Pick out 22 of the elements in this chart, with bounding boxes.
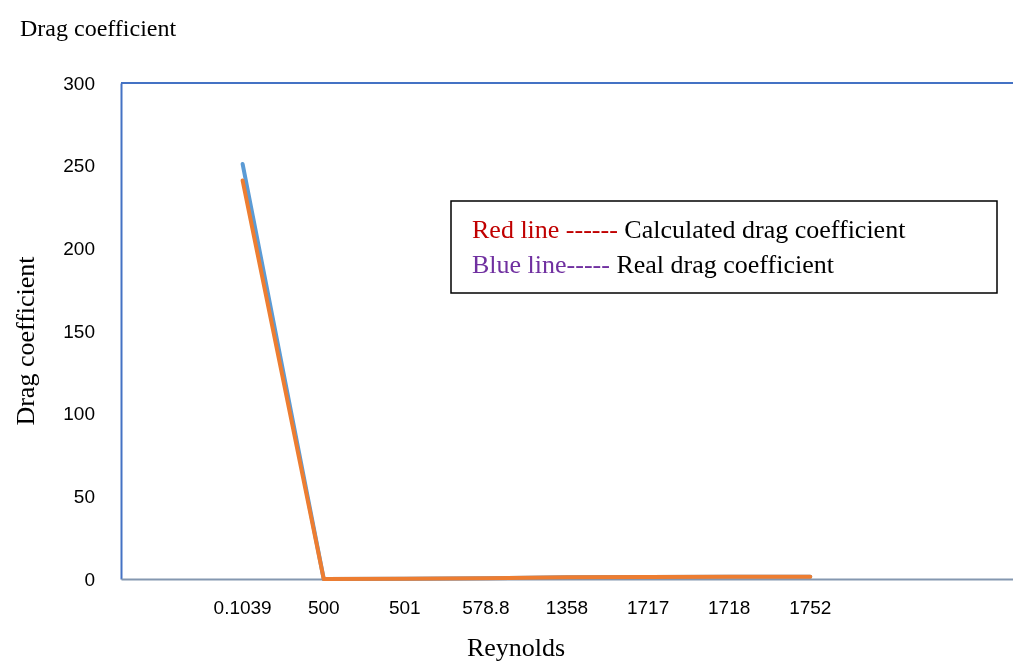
chart-title: Drag coefficient <box>20 15 177 41</box>
y-axis-title: Drag coefficient <box>11 255 40 426</box>
y-tick-label: 150 <box>63 320 95 342</box>
x-tick-label: 578.8 <box>462 597 510 619</box>
y-tick-label: 250 <box>63 155 95 177</box>
x-tick-label: 500 <box>307 597 340 619</box>
x-tick-label: 1358 <box>545 597 589 619</box>
y-tick-label: 100 <box>63 403 95 425</box>
x-tick-label: 0.1039 <box>213 597 272 619</box>
x-tick-label: 1717 <box>626 597 670 619</box>
y-tick-label: 200 <box>63 237 95 259</box>
x-tick-label: 501 <box>388 597 421 619</box>
annotation: Real drag coefficient <box>609 250 835 279</box>
x-tick-label: 1752 <box>789 597 832 619</box>
x-axis-title: Reynolds <box>466 633 566 661</box>
annotation: Calculated drag coefficient <box>617 215 907 244</box>
annotation: Blue line----- <box>472 250 610 279</box>
y-tick-label: 50 <box>73 485 95 507</box>
x-tick-label: 1718 <box>708 597 751 619</box>
annotation: Red line ------ <box>472 215 618 244</box>
y-tick-label: 300 <box>63 72 95 94</box>
y-tick-label: 0 <box>84 568 95 590</box>
